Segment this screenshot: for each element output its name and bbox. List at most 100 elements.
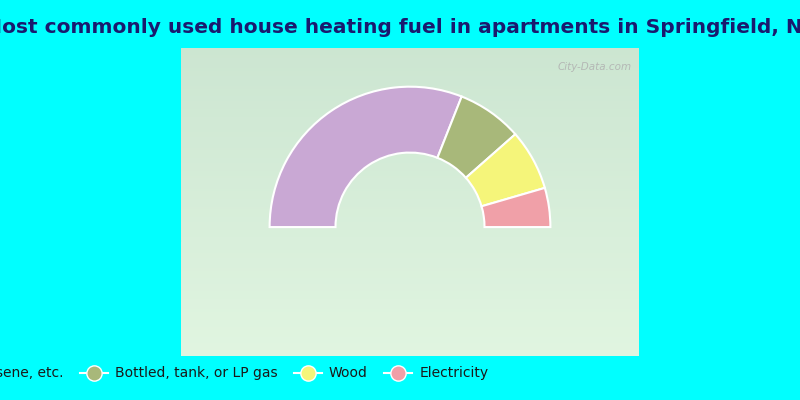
Bar xyxy=(181,294,639,297)
Bar xyxy=(181,300,639,302)
Bar xyxy=(181,338,639,340)
Bar xyxy=(181,122,639,125)
Bar xyxy=(181,256,639,258)
Bar xyxy=(181,204,639,207)
Bar xyxy=(181,215,639,217)
Bar xyxy=(181,115,639,117)
Bar xyxy=(181,307,639,310)
Bar xyxy=(181,269,639,271)
Bar xyxy=(181,279,639,282)
Bar xyxy=(181,228,639,230)
Bar xyxy=(181,58,639,61)
Bar xyxy=(181,189,639,192)
Bar xyxy=(181,282,639,284)
Bar xyxy=(181,148,639,151)
Bar xyxy=(181,315,639,318)
Bar xyxy=(181,246,639,248)
Bar xyxy=(181,287,639,289)
Bar xyxy=(181,138,639,140)
Bar xyxy=(181,271,639,274)
Bar xyxy=(181,323,639,325)
Bar xyxy=(181,120,639,122)
Bar xyxy=(181,174,639,176)
Bar xyxy=(181,99,639,102)
Bar xyxy=(181,104,639,107)
Bar xyxy=(181,86,639,89)
Bar xyxy=(181,135,639,138)
Bar xyxy=(181,179,639,182)
Bar xyxy=(181,143,639,146)
Bar xyxy=(181,53,639,56)
Bar xyxy=(181,325,639,328)
Bar xyxy=(181,156,639,158)
Bar xyxy=(181,171,639,174)
Bar xyxy=(181,264,639,266)
Bar xyxy=(181,336,639,338)
Bar xyxy=(181,182,639,184)
Bar xyxy=(181,184,639,186)
Bar xyxy=(181,128,639,130)
Bar xyxy=(181,253,639,256)
Bar xyxy=(181,166,639,169)
Bar xyxy=(181,200,639,202)
Bar xyxy=(181,194,639,197)
Bar xyxy=(181,258,639,261)
Bar xyxy=(181,48,639,50)
Bar xyxy=(181,102,639,104)
Bar xyxy=(181,63,639,66)
Bar xyxy=(181,318,639,320)
Bar xyxy=(181,292,639,294)
Bar xyxy=(181,207,639,210)
Bar xyxy=(181,117,639,120)
Bar xyxy=(181,84,639,86)
Bar xyxy=(181,202,639,204)
Bar xyxy=(181,197,639,200)
Bar xyxy=(181,343,639,346)
Bar xyxy=(181,354,639,356)
Bar xyxy=(181,251,639,253)
Bar xyxy=(181,312,639,315)
Wedge shape xyxy=(270,87,462,227)
Bar xyxy=(181,225,639,228)
Bar xyxy=(181,289,639,292)
Legend: Fuel oil, kerosene, etc., Bottled, tank, or LP gas, Wood, Electricity: Fuel oil, kerosene, etc., Bottled, tank,… xyxy=(0,361,494,386)
Wedge shape xyxy=(482,188,550,227)
Bar xyxy=(181,243,639,246)
Bar xyxy=(181,210,639,212)
Bar xyxy=(181,112,639,115)
Bar xyxy=(181,146,639,148)
Bar xyxy=(181,151,639,153)
Bar xyxy=(181,66,639,68)
Bar xyxy=(181,56,639,58)
Bar xyxy=(181,274,639,276)
Bar xyxy=(181,276,639,279)
Bar xyxy=(181,97,639,99)
Bar xyxy=(181,222,639,225)
Bar xyxy=(181,61,639,63)
Bar xyxy=(181,133,639,135)
Bar xyxy=(181,261,639,264)
Bar xyxy=(181,140,639,143)
Bar xyxy=(181,79,639,81)
Bar xyxy=(181,305,639,307)
Bar xyxy=(181,220,639,222)
Bar xyxy=(181,107,639,110)
Bar xyxy=(181,130,639,133)
Bar xyxy=(181,302,639,305)
Bar xyxy=(181,81,639,84)
Bar xyxy=(181,233,639,235)
Bar xyxy=(181,192,639,194)
Bar xyxy=(181,235,639,238)
Wedge shape xyxy=(466,134,545,206)
Text: City-Data.com: City-Data.com xyxy=(558,62,632,72)
Bar xyxy=(181,50,639,53)
Bar xyxy=(181,333,639,336)
Bar xyxy=(181,94,639,97)
Bar xyxy=(181,169,639,171)
Bar xyxy=(181,297,639,300)
Bar xyxy=(181,76,639,79)
Bar xyxy=(181,284,639,287)
Bar xyxy=(181,248,639,251)
Bar xyxy=(181,153,639,156)
Bar xyxy=(181,92,639,94)
